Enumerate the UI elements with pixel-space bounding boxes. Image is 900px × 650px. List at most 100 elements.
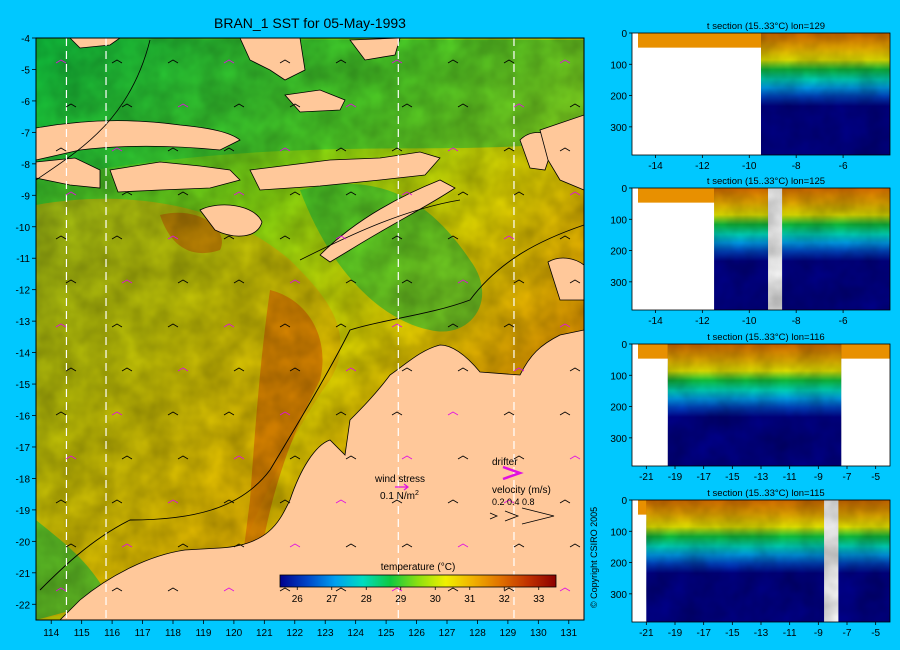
section-x-tick-label: -14 <box>648 161 663 172</box>
velocity-arrow <box>55 235 67 240</box>
velocity-arrow <box>447 59 459 64</box>
section-panel: t section (15..33°C) lon=129 -14 -12 -10 -8 -… <box>610 21 891 172</box>
velocity-arrow <box>447 499 459 504</box>
section-y-tick-label: 100 <box>610 215 627 226</box>
velocity-arrow <box>55 411 67 416</box>
colorbar-bar <box>279 574 557 588</box>
section-x-tick-label: -13 <box>754 628 769 639</box>
map-x-tick-label: 131 <box>560 628 577 639</box>
section-x-tick-label: -21 <box>639 628 654 639</box>
map-x-tick-label: 124 <box>347 628 364 639</box>
colorbar-tick-label: 33 <box>533 594 545 605</box>
map-y-tick-label: -6 <box>21 97 30 108</box>
velocity-arrow <box>121 367 133 372</box>
velocity-arrow <box>279 235 291 240</box>
section-x-tick-label: -10 <box>742 316 757 327</box>
velocity-arrow <box>457 543 469 548</box>
section-x-tick-label: -7 <box>843 472 852 483</box>
section-texture <box>646 500 890 622</box>
sumbawa-flores-islands <box>109 161 241 193</box>
velocity-arrow <box>167 587 179 592</box>
map-y-tick-label: -13 <box>16 317 31 328</box>
velocity-arrow <box>233 279 245 284</box>
wind-scale-arrow <box>395 483 409 491</box>
section-x-tick-label: -6 <box>839 161 848 172</box>
velocity-arrow <box>457 367 469 372</box>
section-x-tick-label: -13 <box>754 472 769 483</box>
velocity-arrow <box>111 411 123 416</box>
velocity-arrows <box>55 59 581 592</box>
map-x-tick-label: 128 <box>469 628 486 639</box>
velocity-arrow <box>559 147 571 152</box>
java-island <box>35 120 241 161</box>
section-panel: t section (15..33°C) lon=125 -14 -12 -10 -8 -… <box>610 176 891 327</box>
bathymetry-contour-timor <box>299 199 461 261</box>
velocity-arrow <box>391 235 403 240</box>
velocity-arrow <box>513 103 525 108</box>
velocity-arrow <box>65 279 77 284</box>
section-y-tick-label: 0 <box>621 496 627 507</box>
velocity-arrow <box>513 279 525 284</box>
velocity-arrow <box>121 191 133 196</box>
velocity-arrow <box>559 323 571 328</box>
map-x-axis: 114 115 116 117 118 119 120 121 122 123 124 125 126 1… <box>43 620 578 639</box>
wind-scale-label: 0.1 N/m2 <box>380 490 419 502</box>
section-title: t section (15..33°C) lon=125 <box>707 176 825 187</box>
velocity-arrow <box>335 59 347 64</box>
velocity-arrow <box>513 367 525 372</box>
velocity-arrow <box>55 587 67 592</box>
velocity-arrow <box>279 411 291 416</box>
map-y-tick-label: -22 <box>16 600 31 611</box>
section-x-tick-label: -14 <box>648 316 663 327</box>
section-y-tick-label: 0 <box>621 340 627 351</box>
section-x-tick-label: -5 <box>871 628 880 639</box>
map-y-tick-label: -7 <box>21 128 30 139</box>
section-lines <box>65 38 515 620</box>
map-x-tick-label: 127 <box>439 628 456 639</box>
colorbar: temperature (°C) 26 27 28 29 30 31 32 33 <box>279 562 557 605</box>
map-y-tick-label: -8 <box>21 160 30 171</box>
section-x-tick-label: -17 <box>696 472 711 483</box>
velocity-arrow <box>335 323 347 328</box>
velocity-arrow <box>345 367 357 372</box>
velocity-arrow <box>223 323 235 328</box>
colorbar-ticks: 26 27 28 29 30 31 32 33 <box>292 587 545 605</box>
aru-island <box>539 114 585 191</box>
velocity-arrow <box>289 103 301 108</box>
colorbar-tick-label: 26 <box>292 594 304 605</box>
velocity-arrow <box>177 103 189 108</box>
map-y-tick-label: -20 <box>16 537 31 548</box>
velocity-arrow <box>457 191 469 196</box>
section-x-tick-label: -8 <box>792 161 801 172</box>
velocity-arrow <box>111 235 123 240</box>
section-texture <box>667 344 842 466</box>
velocity-arrow <box>391 499 403 504</box>
velocity-arrow <box>233 191 245 196</box>
map-y-tick-label: -19 <box>16 506 31 517</box>
velocity-arrow <box>65 367 77 372</box>
velocity-arrow <box>569 191 581 196</box>
velocity-arrow <box>345 279 357 284</box>
velocity-arrow <box>569 103 581 108</box>
section-x-tick-label: -8 <box>792 316 801 327</box>
sst-map <box>35 37 585 621</box>
velocity-arrow <box>335 235 347 240</box>
velocity-scale-arrows <box>489 507 555 525</box>
velocity-arrow <box>503 411 515 416</box>
velocity-arrow <box>503 323 515 328</box>
velocity-arrow <box>503 147 515 152</box>
map-y-tick-label: -4 <box>21 34 30 45</box>
map-x-tick-label: 130 <box>530 628 547 639</box>
velocity-arrow <box>401 543 413 548</box>
map-frame <box>35 37 585 621</box>
map-x-tick-label: 115 <box>74 628 90 639</box>
colorbar-tick-label: 27 <box>326 594 338 605</box>
section-y-tick-label: 200 <box>610 403 627 414</box>
velocity-arrow <box>279 323 291 328</box>
section-y-tick-label: 300 <box>610 434 627 445</box>
velocity-arrow <box>233 103 245 108</box>
map-y-axis: -4 -5 -6 -7 -8 -9 -10 -11 -12 -13 -14 -15 -16 -17 -18 -… <box>16 34 36 611</box>
map-x-tick-label: 121 <box>256 628 273 639</box>
drifter-arrow <box>502 465 524 481</box>
velocity-arrow <box>223 411 235 416</box>
